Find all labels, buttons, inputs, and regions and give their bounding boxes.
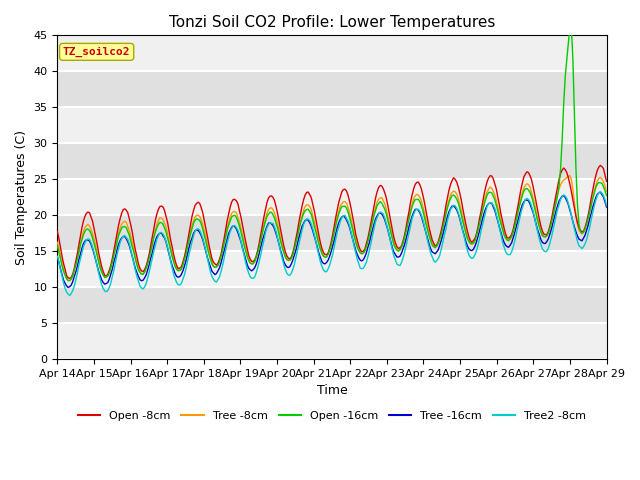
Line: Tree -8cm: Tree -8cm — [58, 175, 607, 281]
Tree -8cm — [122, 219, 130, 225]
Bar — [58, 215, 607, 251]
Open -8cm — [246, 256, 254, 262]
Tree -16cm — [573, 233, 581, 239]
Open -16cm — [66, 278, 74, 284]
Tree -16cm — [295, 234, 303, 240]
Tree -16cm — [64, 285, 72, 290]
Tree -16cm — [246, 267, 254, 273]
Open -8cm — [219, 243, 227, 249]
Tree -8cm — [219, 247, 227, 252]
Tree -16cm — [122, 236, 130, 241]
Open -8cm — [237, 214, 244, 220]
Bar — [58, 72, 607, 107]
Y-axis label: Soil Temperatures (C): Soil Temperatures (C) — [15, 130, 28, 264]
Open -16cm — [219, 248, 227, 253]
Tree2 -8cm — [66, 293, 74, 299]
Open -8cm — [122, 207, 130, 213]
Open -16cm — [237, 229, 244, 235]
Bar — [58, 323, 607, 359]
Open -16cm — [295, 226, 303, 232]
Tree2 -8cm — [246, 274, 254, 279]
Title: Tonzi Soil CO2 Profile: Lower Temperatures: Tonzi Soil CO2 Profile: Lower Temperatur… — [169, 15, 495, 30]
Open -8cm — [573, 220, 581, 226]
Open -16cm — [54, 243, 61, 249]
X-axis label: Time: Time — [317, 384, 348, 397]
Open -8cm — [603, 179, 611, 184]
Text: TZ_soilco2: TZ_soilco2 — [63, 47, 131, 57]
Tree2 -8cm — [219, 263, 227, 268]
Open -16cm — [575, 221, 583, 227]
Open -8cm — [66, 276, 74, 281]
Bar — [58, 251, 607, 287]
Tree2 -8cm — [295, 240, 303, 246]
Tree2 -8cm — [54, 253, 61, 259]
Tree2 -8cm — [603, 203, 611, 209]
Bar — [58, 179, 607, 215]
Line: Tree2 -8cm: Tree2 -8cm — [58, 192, 607, 296]
Open -8cm — [596, 163, 604, 168]
Bar — [58, 287, 607, 323]
Tree -8cm — [237, 225, 244, 231]
Tree -8cm — [603, 189, 611, 195]
Tree -16cm — [596, 189, 604, 195]
Tree2 -8cm — [122, 234, 130, 240]
Line: Open -8cm: Open -8cm — [58, 166, 607, 278]
Tree2 -8cm — [573, 238, 581, 244]
Open -16cm — [246, 260, 254, 266]
Tree -8cm — [246, 259, 254, 265]
Tree2 -8cm — [237, 239, 244, 244]
Open -16cm — [568, 24, 575, 29]
Line: Tree -16cm: Tree -16cm — [58, 192, 607, 288]
Tree2 -8cm — [596, 189, 604, 195]
Open -16cm — [603, 193, 611, 199]
Open -8cm — [54, 229, 61, 235]
Tree -8cm — [295, 225, 303, 231]
Tree -8cm — [54, 240, 61, 245]
Tree -8cm — [64, 278, 72, 284]
Line: Open -16cm: Open -16cm — [58, 26, 607, 281]
Tree -8cm — [566, 172, 573, 178]
Legend: Open -8cm, Tree -8cm, Open -16cm, Tree -16cm, Tree2 -8cm: Open -8cm, Tree -8cm, Open -16cm, Tree -… — [74, 407, 591, 425]
Open -8cm — [295, 218, 303, 224]
Tree -16cm — [237, 239, 244, 245]
Tree -8cm — [575, 228, 583, 233]
Open -16cm — [122, 225, 130, 230]
Bar — [58, 143, 607, 179]
Tree -16cm — [54, 254, 61, 260]
Tree -16cm — [219, 253, 227, 259]
Bar — [58, 36, 607, 72]
Bar — [58, 107, 607, 143]
Tree -16cm — [603, 204, 611, 210]
